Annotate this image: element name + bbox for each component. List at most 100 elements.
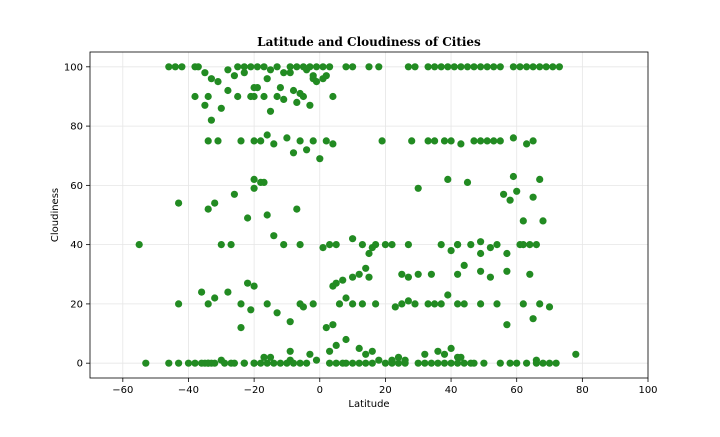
data-point <box>244 279 252 287</box>
data-point <box>283 359 291 367</box>
data-point <box>296 137 304 145</box>
data-point <box>470 359 478 367</box>
data-point <box>506 359 514 367</box>
data-point <box>463 178 472 186</box>
data-point <box>280 69 288 77</box>
data-point <box>191 92 199 101</box>
y-tick-label: 60 <box>70 181 83 192</box>
data-point <box>477 137 485 145</box>
x-tick-label: −20 <box>244 385 265 396</box>
data-point <box>240 69 248 77</box>
data-point <box>257 137 265 145</box>
data-point <box>263 131 271 139</box>
x-tick-label: 80 <box>576 385 589 396</box>
data-point <box>457 63 465 71</box>
data-point <box>286 63 294 71</box>
data-point <box>326 241 334 249</box>
data-point <box>408 137 416 145</box>
data-point <box>516 63 524 71</box>
data-point <box>477 267 485 275</box>
data-point <box>368 244 376 252</box>
data-point <box>234 92 242 101</box>
data-point <box>437 300 445 308</box>
data-point <box>549 63 557 71</box>
data-point <box>329 92 337 101</box>
data-point <box>204 92 212 101</box>
data-point <box>414 270 422 278</box>
data-point <box>263 300 271 308</box>
data-point <box>309 72 317 80</box>
data-point <box>198 359 206 367</box>
data-point <box>434 359 442 367</box>
data-point <box>266 107 275 115</box>
data-point <box>349 359 357 367</box>
data-point <box>257 359 265 367</box>
data-point <box>358 241 366 249</box>
data-point <box>309 137 317 145</box>
data-point <box>332 241 340 249</box>
y-axis-label: Cloudiness <box>50 188 61 242</box>
data-point <box>437 241 445 249</box>
data-point <box>444 175 452 183</box>
x-tick-label: −60 <box>112 385 133 396</box>
data-point <box>335 300 344 308</box>
data-point <box>503 321 511 329</box>
data-point <box>326 63 334 71</box>
data-point <box>486 244 494 252</box>
data-point <box>332 359 340 367</box>
data-point <box>404 297 412 305</box>
chart-title: Latitude and Cloudiness of Cities <box>257 35 481 49</box>
data-point <box>211 294 219 302</box>
data-point <box>237 324 245 332</box>
x-axis-label: Latitude <box>348 399 389 410</box>
data-point <box>457 353 465 361</box>
data-point <box>280 95 288 103</box>
data-point <box>572 350 580 358</box>
data-point <box>526 270 534 278</box>
data-points <box>135 63 580 367</box>
data-point <box>411 63 419 71</box>
data-point <box>293 205 301 213</box>
data-point <box>244 214 252 222</box>
data-point <box>280 241 288 249</box>
x-tick-label: 20 <box>379 385 392 396</box>
data-point <box>322 72 330 80</box>
data-point <box>437 63 445 71</box>
data-point <box>263 75 271 83</box>
data-point <box>332 341 340 349</box>
data-point <box>250 84 258 92</box>
data-point <box>211 359 219 367</box>
data-point <box>431 300 439 308</box>
data-point <box>431 137 439 145</box>
x-tick-label: 100 <box>638 385 657 396</box>
data-point <box>532 359 541 367</box>
data-point <box>250 175 258 183</box>
data-point <box>447 247 455 255</box>
data-point <box>368 347 376 355</box>
data-point <box>198 288 206 296</box>
data-point <box>545 303 554 311</box>
data-point <box>276 84 284 92</box>
data-point <box>224 86 232 95</box>
x-tick-label: 60 <box>510 385 523 396</box>
data-point <box>434 347 442 355</box>
x-tick-label: −40 <box>178 385 199 396</box>
plot-frame <box>89 51 649 379</box>
data-point <box>503 267 511 275</box>
data-point <box>266 353 275 361</box>
data-point <box>306 101 314 109</box>
data-point <box>440 350 449 358</box>
data-point <box>234 63 242 71</box>
data-point <box>513 187 521 195</box>
x-tick-label: 40 <box>445 385 458 396</box>
data-point <box>135 241 143 249</box>
data-point <box>427 270 435 278</box>
data-point <box>490 137 498 145</box>
data-point <box>460 300 468 308</box>
data-point <box>211 199 219 207</box>
data-point <box>309 300 317 308</box>
data-point <box>260 178 268 186</box>
data-point <box>424 137 432 145</box>
data-point <box>201 69 209 77</box>
y-tick-label: 20 <box>70 299 83 310</box>
